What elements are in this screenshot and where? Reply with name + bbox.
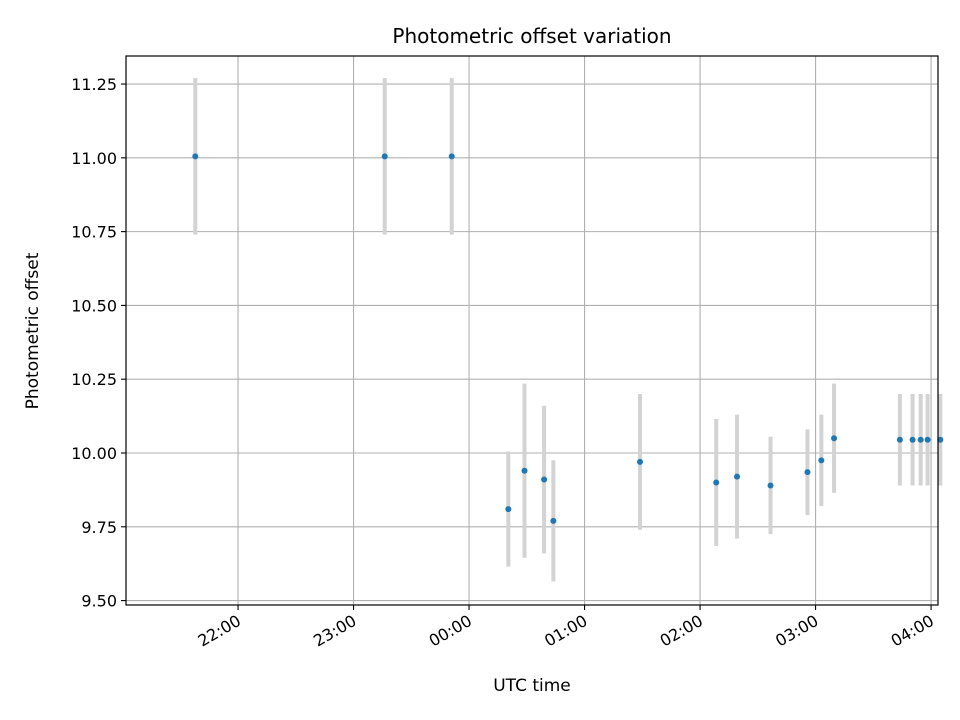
x-axis-title: UTC time — [493, 676, 571, 696]
data-point — [713, 479, 720, 486]
data-point — [381, 153, 388, 160]
y-axis-title: Photometric offset — [23, 252, 43, 409]
y-tick-label: 11.25 — [71, 75, 117, 94]
y-tick-label: 9.75 — [81, 518, 117, 537]
y-tick-label: 11.00 — [71, 149, 117, 168]
data-point — [734, 473, 741, 480]
grid — [126, 56, 938, 605]
data-point — [448, 153, 455, 160]
data-point — [924, 436, 931, 443]
data-point — [550, 517, 557, 524]
data-point — [909, 436, 916, 443]
data-point — [896, 436, 903, 443]
data-point — [804, 469, 811, 476]
chart-title: Photometric offset variation — [392, 24, 671, 48]
data-point — [192, 153, 199, 160]
y-tick-label: 10.25 — [71, 370, 117, 389]
data-point — [541, 476, 548, 483]
data-point — [767, 482, 774, 489]
data-point — [521, 467, 528, 474]
data-point — [937, 436, 944, 443]
data-point — [636, 458, 643, 465]
data-points — [192, 153, 944, 524]
plot-frame — [125, 55, 939, 606]
y-tick-label: 10.50 — [71, 296, 117, 315]
data-point — [505, 506, 512, 513]
data-point — [831, 435, 838, 442]
y-tick-label: 10.75 — [71, 223, 117, 242]
y-tick-label: 9.50 — [81, 592, 117, 611]
data-point — [818, 457, 825, 464]
y-tick-label: 10.00 — [71, 444, 117, 463]
data-point — [917, 436, 924, 443]
